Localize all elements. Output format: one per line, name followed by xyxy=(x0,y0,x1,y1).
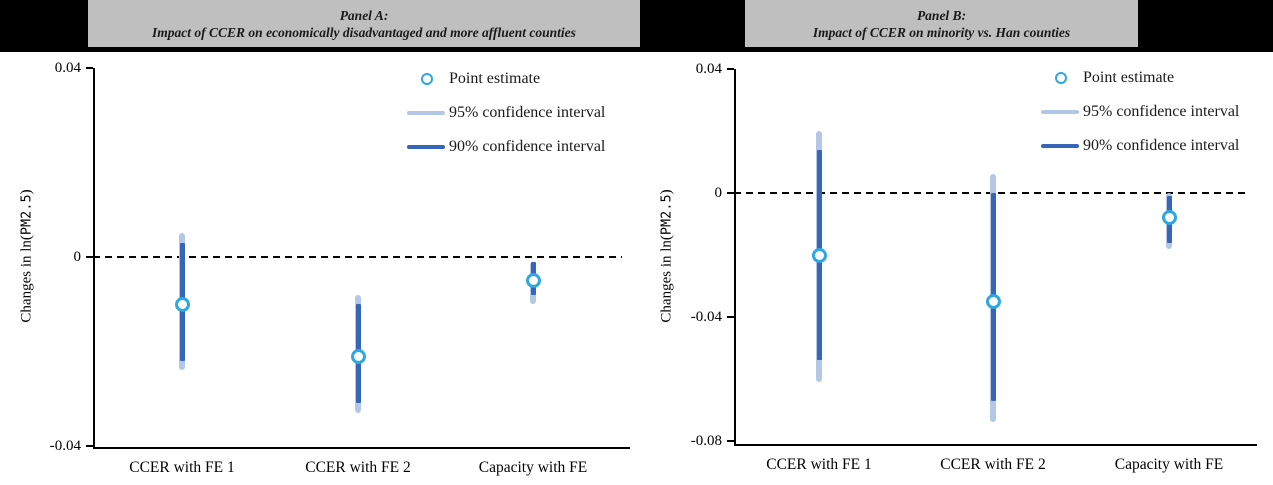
legend-ci95-line xyxy=(407,111,445,115)
category-label: CCER with FE 1 xyxy=(129,459,235,476)
y-tick xyxy=(727,192,734,194)
legend-label: 90% confidence interval xyxy=(449,138,606,155)
panel-b-title-box: Panel B: Impact of CCER on minority vs. … xyxy=(745,0,1138,47)
category-label: CCER with FE 1 xyxy=(766,456,872,473)
panel-b-subtitle: Impact of CCER on minority vs. Han count… xyxy=(812,24,1071,40)
y-tick-label: 0 xyxy=(73,249,82,265)
y-tick xyxy=(86,445,93,447)
zero-line xyxy=(93,256,622,258)
point-estimate xyxy=(985,294,1001,309)
y-axis-title: Changes in ln(PM2.5) xyxy=(18,189,35,323)
point-estimate xyxy=(1161,210,1177,226)
x-axis xyxy=(93,447,630,449)
y-axis-title: Changes in ln(PM2.5) xyxy=(658,189,675,323)
legend-ci95-line xyxy=(1041,110,1079,114)
point-estimate xyxy=(350,348,366,364)
y-tick-label: 0.04 xyxy=(54,60,81,76)
legend-label: 90% confidence interval xyxy=(1083,137,1240,154)
legend-point-marker xyxy=(420,72,433,85)
legend-point-marker xyxy=(1054,71,1067,84)
category-label: CCER with FE 2 xyxy=(940,456,1046,473)
legend-label: Point estimate xyxy=(449,70,541,87)
y-tick xyxy=(86,256,93,258)
legend-ci90-line xyxy=(407,145,445,149)
y-tick xyxy=(727,68,734,70)
legend-label: 95% confidence interval xyxy=(1083,103,1240,120)
legend-ci90-line xyxy=(1041,144,1079,148)
y-tick-label: -0.04 xyxy=(690,309,722,325)
category-label: Capacity with FE xyxy=(1114,456,1224,473)
category-label: CCER with FE 2 xyxy=(305,459,411,476)
point-estimate xyxy=(174,296,190,312)
panel-a-title: Panel A: xyxy=(339,7,389,23)
y-axis xyxy=(93,68,95,447)
panel-a-title-box: Panel A: Impact of CCER on economically … xyxy=(88,0,640,47)
x-axis xyxy=(734,444,1257,446)
panel-a-subtitle: Impact of CCER on economically disadvant… xyxy=(152,24,576,40)
y-tick-label: -0.04 xyxy=(49,438,81,454)
legend-label: Point estimate xyxy=(1083,69,1175,86)
point-estimate xyxy=(811,247,827,263)
y-axis xyxy=(734,69,736,444)
legend-label: 95% confidence interval xyxy=(449,104,606,121)
y-tick xyxy=(727,316,734,318)
y-tick-label: 0.04 xyxy=(695,61,722,77)
y-tick-label: -0.08 xyxy=(690,433,722,449)
y-tick-label: 0 xyxy=(714,185,723,201)
y-tick xyxy=(86,67,93,69)
y-tick xyxy=(727,440,734,442)
point-estimate xyxy=(525,273,541,289)
panel-b-title: Panel B: xyxy=(916,7,967,23)
category-label: Capacity with FE xyxy=(478,459,588,476)
